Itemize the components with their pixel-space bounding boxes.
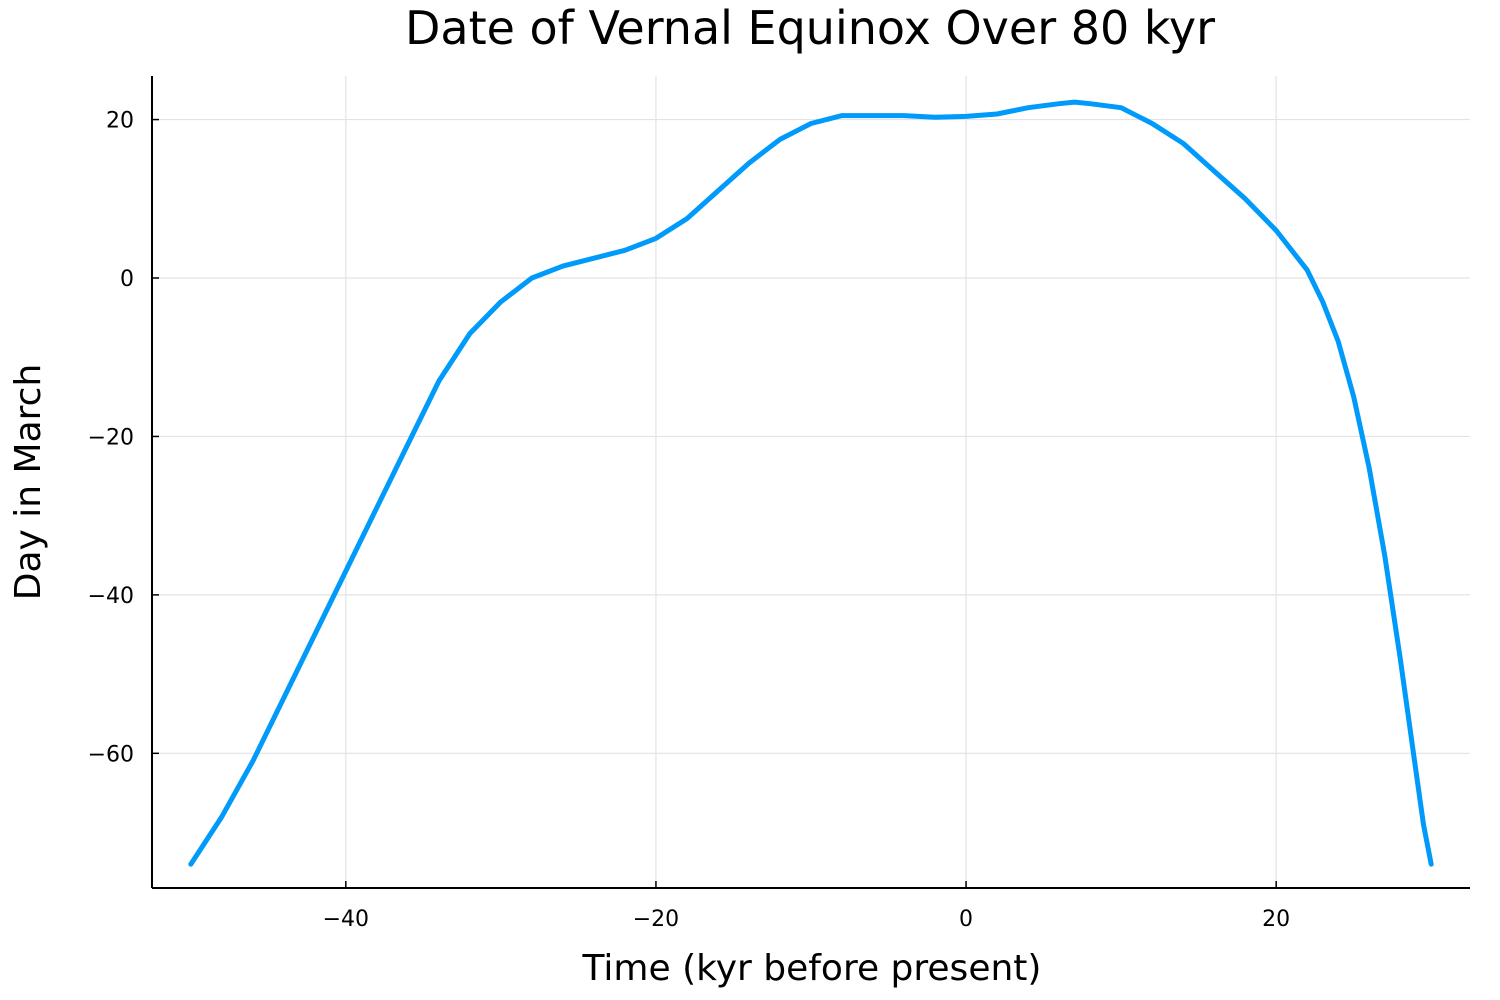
x-tick-label: −40: [323, 907, 369, 932]
x-tick-label: 0: [959, 907, 973, 932]
x-axis-title: Time (kyr before present): [582, 948, 1042, 989]
y-tick-label: 20: [106, 109, 134, 134]
x-tick-label: −20: [633, 907, 679, 932]
y-tick-label: −60: [88, 742, 134, 767]
y-axis-title: Day in March: [8, 364, 49, 601]
grid-lines: [152, 76, 1470, 888]
y-tick-label: 0: [120, 267, 134, 292]
axes: [151, 76, 1470, 889]
chart-title: Date of Vernal Equinox Over 80 kyr: [405, 1, 1215, 55]
series-lines: [188, 99, 1434, 867]
tick-labels: −40 −20 0 20 20 0 −20 −40 −60: [88, 109, 1291, 932]
x-tick-label: 20: [1262, 907, 1290, 932]
series-line: [188, 99, 1434, 867]
y-tick-label: −40: [88, 584, 134, 609]
y-tick-label: −20: [88, 425, 134, 450]
